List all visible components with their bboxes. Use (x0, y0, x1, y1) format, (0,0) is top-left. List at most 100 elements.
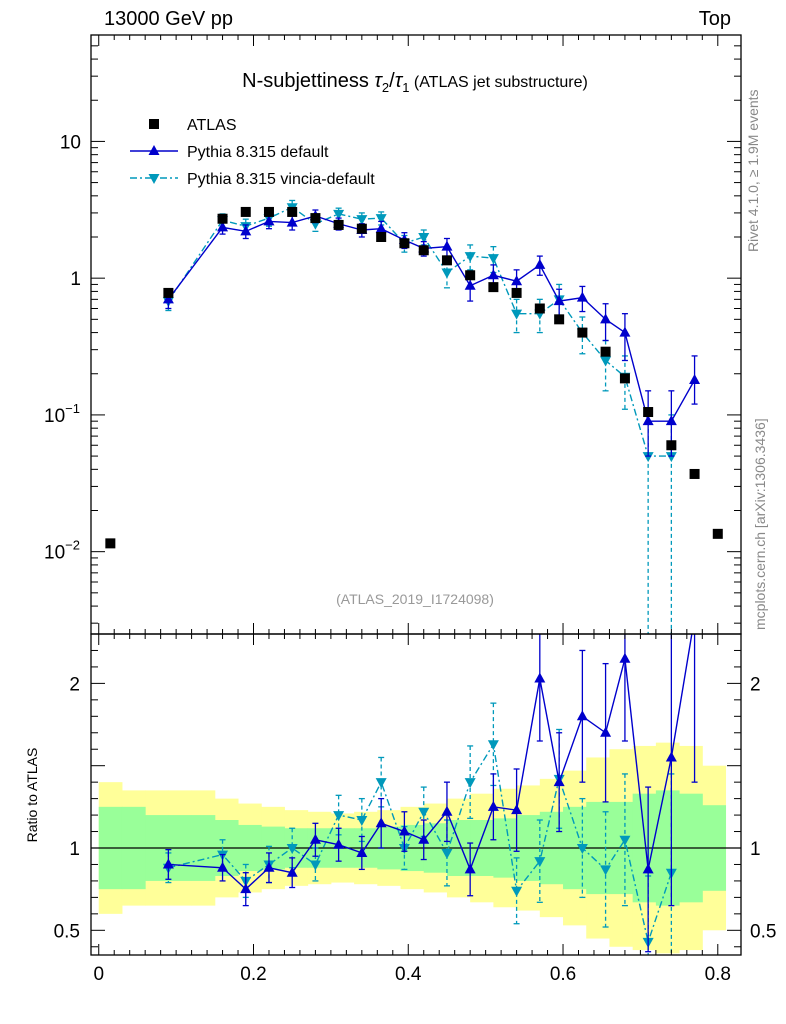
default-point (441, 240, 453, 251)
y-tick-label: 10−2 (44, 538, 80, 564)
vincia-point (665, 452, 677, 463)
header-left-label: 13000 GeV pp (104, 8, 233, 30)
ratio-axis-label: Ratio to ATLAS (24, 748, 40, 843)
default-ratio-point (356, 846, 368, 857)
legend-default-marker (148, 145, 160, 155)
atlas-point (399, 238, 410, 249)
ratio-y-tick-label: 1 (69, 839, 80, 860)
analysis-id-label: (ATLAS_2019_I1724098) (336, 591, 494, 607)
default-point (576, 291, 588, 302)
default-ratio-point (464, 863, 476, 874)
atlas-point (163, 287, 174, 298)
default-ratio-point (418, 833, 430, 844)
default-point (689, 374, 701, 385)
legend-label: Pythia 8.315 default (187, 144, 329, 161)
vincia-point (487, 254, 499, 265)
vincia-ratio-point (487, 740, 499, 751)
ratio-y-tick-label-right: 0.5 (750, 921, 776, 942)
legend-vincia-marker (148, 174, 160, 184)
default-point (642, 415, 654, 426)
vincia-ratio-line (168, 742, 673, 945)
vincia-ratio-point (286, 844, 298, 854)
vincia-line (167, 206, 672, 457)
default-point (534, 258, 546, 269)
x-tick-label: 0.6 (550, 964, 576, 985)
vincia-point (356, 215, 368, 226)
atlas-point (287, 206, 298, 217)
default-point (665, 415, 677, 426)
default-point (619, 326, 631, 337)
atlas-point (105, 538, 116, 549)
atlas-point (217, 213, 228, 224)
vincia-point (418, 232, 430, 243)
atlas-point (600, 346, 611, 357)
atlas-point (712, 528, 723, 539)
atlas-point (356, 223, 367, 234)
vincia-point (375, 214, 387, 225)
y-tick-label: 10 (60, 132, 81, 153)
ratio-y-tick-label: 2 (69, 674, 80, 695)
vincia-ratio-point (511, 886, 523, 897)
default-ratio-point (263, 861, 275, 872)
y-tick-label: 1 (70, 269, 81, 290)
x-tick-label: 0.2 (240, 964, 266, 985)
default-ratio-point (642, 863, 654, 874)
vincia-ratio-point (619, 835, 631, 846)
vincia-point (511, 309, 523, 320)
default-point (464, 279, 476, 290)
atlas-point (310, 213, 321, 224)
ratio-y-tick-label-right: 1 (750, 839, 761, 860)
atlas-point (488, 282, 499, 293)
default-point (511, 275, 523, 286)
vincia-ratio-point (309, 860, 321, 871)
legend-label: ATLAS (187, 117, 237, 134)
atlas-point (666, 440, 677, 451)
atlas-point (577, 327, 588, 338)
ratio-y-tick-label: 0.5 (54, 921, 80, 942)
default-ratio-point (309, 833, 321, 844)
default-ratio-point (375, 817, 387, 828)
vincia-ratio-point (576, 844, 588, 854)
vincia-point (642, 452, 654, 463)
default-point (240, 225, 252, 236)
default-ratio-point (576, 710, 588, 721)
default-point (162, 293, 174, 304)
atlas-point (689, 468, 700, 479)
default-ratio-point (553, 776, 565, 787)
vincia-ratio-point (333, 811, 345, 822)
default-ratio-point (398, 825, 410, 836)
default-ratio-point (487, 800, 499, 811)
vincia-point (600, 356, 612, 367)
ratio-panel-frame (90, 633, 742, 956)
default-ratio-point (286, 866, 298, 877)
atlas-point (534, 303, 545, 314)
atlas-point (376, 231, 387, 242)
ratio-panel-series (162, 612, 700, 955)
default-ratio-point (534, 672, 546, 683)
default-line (167, 215, 696, 422)
y-tick-label: 10−1 (44, 401, 80, 427)
vincia-point (464, 252, 476, 263)
header-right-label: Top (698, 8, 731, 30)
default-ratio-point (441, 805, 453, 816)
vincia-ratio-point (418, 807, 430, 818)
atlas-point (240, 206, 251, 217)
vincia-ratio-point (375, 778, 387, 789)
default-ratio-point (689, 612, 700, 622)
legend-atlas-marker (149, 119, 159, 129)
default-ratio-point (333, 838, 345, 849)
atlas-point (441, 255, 452, 266)
default-point (487, 269, 499, 280)
legend-label: Pythia 8.315 vincia-default (187, 171, 375, 188)
default-point (600, 313, 612, 324)
atlas-point (263, 206, 274, 217)
atlas-point (465, 270, 476, 281)
default-point (375, 222, 387, 233)
default-ratio-point (240, 883, 252, 894)
chart-title: N-subjettiness τ2/τ1 (ATLAS jet substruc… (242, 70, 588, 95)
x-tick-label: 0.8 (705, 964, 731, 985)
atlas-point (643, 407, 654, 418)
atlas-point (418, 245, 429, 256)
main-panel-series (105, 199, 723, 634)
